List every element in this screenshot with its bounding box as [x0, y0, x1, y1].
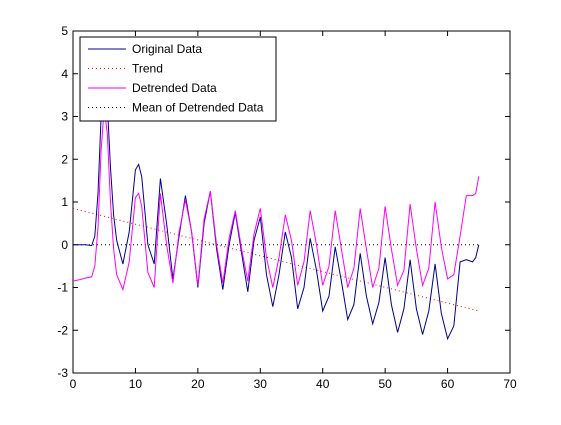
x-tick-label: 20 — [191, 377, 205, 391]
y-tick-label: 2 — [61, 152, 68, 166]
y-tick-label: -3 — [57, 366, 68, 380]
x-tick-label: 10 — [129, 377, 143, 391]
x-tick-label: 50 — [378, 377, 392, 391]
legend-label: Detrended Data — [132, 81, 217, 95]
y-tick-label: 5 — [61, 24, 68, 38]
y-tick-label: 4 — [61, 67, 68, 81]
series-line-original-data — [73, 77, 480, 341]
x-tick-label: 40 — [316, 377, 330, 391]
y-tick-label: -1 — [57, 281, 68, 295]
legend-label: Trend — [132, 62, 163, 76]
legend-label: Mean of Detrended Data — [132, 101, 264, 115]
x-tick-label: 70 — [503, 377, 517, 391]
legend: Original Data Trend Detrended Data Mean of … — [79, 36, 277, 122]
y-tick-label: -2 — [57, 323, 68, 337]
series-layer — [72, 77, 480, 341]
x-tick-label: 60 — [441, 377, 455, 391]
y-tick-label: 0 — [61, 238, 68, 252]
x-tick-label: 0 — [70, 377, 77, 391]
y-tick-label: 1 — [61, 195, 68, 209]
legend-label: Original Data — [132, 42, 202, 56]
x-tick-label: 30 — [254, 377, 268, 391]
series-line-detrended-data — [72, 107, 480, 292]
axis-ticks: 0 10 20 30 40 50 60 70 -3 -2 -1 0 1 2 3 4 5 — [57, 24, 517, 391]
y-tick-label: 3 — [61, 110, 68, 124]
series-line-trend — [72, 207, 479, 312]
